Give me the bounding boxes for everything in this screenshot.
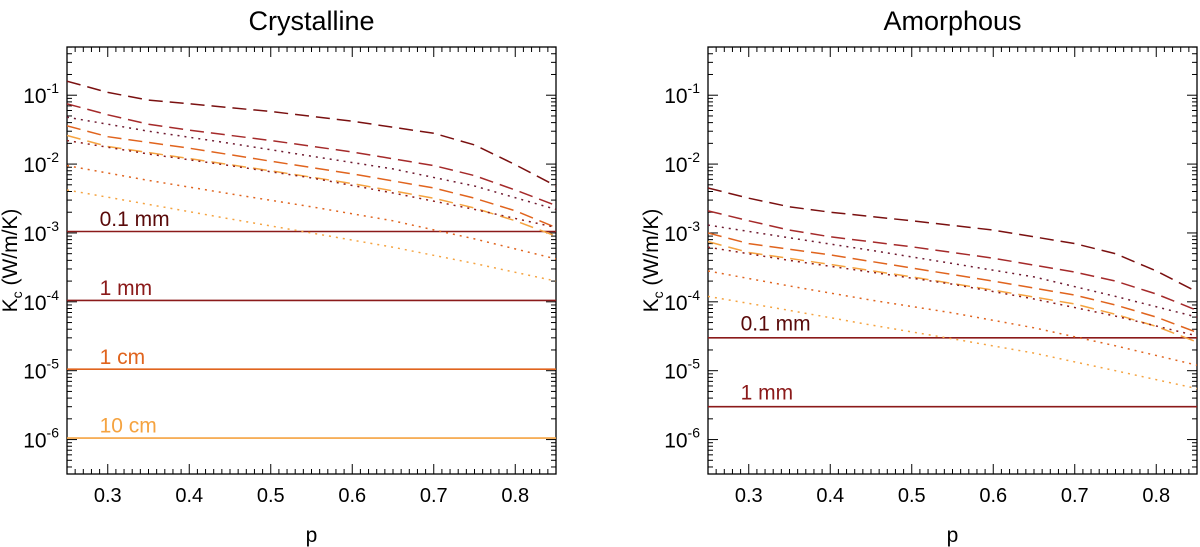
- x-tick-label: 0.3: [94, 485, 122, 507]
- y-tick-exponent: -4: [47, 287, 60, 303]
- y-tick-exponent: -4: [688, 287, 701, 303]
- series-line-longdash: [67, 80, 556, 187]
- plot-frame: [66, 46, 557, 475]
- y-tick-base: 10: [664, 430, 687, 453]
- y-tick-base: 10: [664, 154, 687, 177]
- y-tick-base: 10: [23, 292, 46, 315]
- x-axis-label: p: [947, 524, 959, 547]
- series-line-longdash: [708, 187, 1197, 293]
- chart-title: Amorphous: [883, 6, 1021, 36]
- y-tick-label: 10-1: [664, 80, 700, 108]
- y-axis-label-sub: c: [650, 291, 666, 298]
- series-line-dotted: [708, 270, 1197, 366]
- y-tick-label: 10-6: [23, 425, 59, 453]
- y-tick-base: 10: [23, 361, 46, 384]
- y-tick-base: 10: [23, 85, 46, 108]
- y-tick-exponent: -1: [47, 80, 60, 96]
- y-axis-label-units: (W/m/K): [0, 209, 22, 292]
- y-tick-label: 10-3: [23, 218, 59, 246]
- y-tick-label: 10-3: [664, 218, 700, 246]
- y-tick-exponent: -6: [47, 425, 60, 441]
- series-line-dotted: [67, 164, 556, 260]
- x-tick-label: 0.7: [420, 485, 448, 507]
- series-group: [67, 80, 556, 439]
- series-line-dotted: [708, 295, 1197, 390]
- plot-frame: [707, 46, 1198, 475]
- y-tick-base: 10: [23, 154, 46, 177]
- y-tick-exponent: -3: [688, 218, 701, 234]
- y-tick-label: 10-2: [664, 149, 700, 177]
- series-group: [708, 187, 1197, 408]
- y-tick-base: 10: [664, 85, 687, 108]
- x-tick-label: 0.6: [338, 485, 366, 507]
- x-tick-label: 0.7: [1061, 485, 1089, 507]
- x-tick-label: 0.8: [1142, 485, 1170, 507]
- y-axis-label: Kc (W/m/K): [640, 209, 666, 313]
- y-tick-exponent: -2: [47, 149, 60, 165]
- chart-title: Crystalline: [248, 6, 374, 36]
- y-axis-label-main: K: [640, 298, 663, 312]
- y-tick-base: 10: [664, 361, 687, 384]
- x-tick-label: 0.3: [735, 485, 763, 507]
- y-tick-base: 10: [664, 292, 687, 315]
- x-axis-label: p: [306, 524, 318, 547]
- y-tick-base: 10: [23, 223, 46, 246]
- x-tick-label: 0.4: [816, 485, 844, 507]
- x-tick-label: 0.4: [175, 485, 203, 507]
- y-axis-label-units: (W/m/K): [640, 209, 663, 292]
- y-tick-exponent: -5: [688, 356, 701, 372]
- y-tick-label: 10-5: [23, 356, 59, 384]
- x-tick-label: 0.8: [501, 485, 529, 507]
- series-line-dotted: [67, 116, 556, 211]
- y-tick-label: 10-4: [664, 287, 700, 315]
- size-annotation: 1 cm: [100, 346, 146, 369]
- y-tick-exponent: -2: [688, 149, 701, 165]
- y-tick-label: 10-2: [23, 149, 59, 177]
- series-line-longdash: [708, 210, 1197, 312]
- y-tick-exponent: -3: [47, 218, 60, 234]
- y-tick-exponent: -6: [688, 425, 701, 441]
- series-line-dotted: [67, 139, 556, 229]
- size-annotation: 1 mm: [100, 277, 153, 300]
- size-annotation: 0.1 mm: [741, 313, 811, 336]
- series-line-longdash: [708, 232, 1197, 334]
- y-tick-label: 10-6: [664, 425, 700, 453]
- series-line-longdash: [67, 103, 556, 207]
- size-annotation: 1 mm: [741, 382, 794, 405]
- y-tick-label: 10-1: [23, 80, 59, 108]
- x-tick-label: 0.5: [898, 485, 926, 507]
- series-line-longdash: [67, 134, 556, 237]
- series-line-dotted: [708, 224, 1197, 318]
- y-axis-label: Kc (W/m/K): [0, 209, 25, 313]
- y-tick-exponent: -5: [47, 356, 60, 372]
- y-tick-exponent: -1: [688, 80, 701, 96]
- series-line-dotted: [67, 189, 556, 282]
- y-tick-base: 10: [664, 223, 687, 246]
- y-axis-label-main: K: [0, 298, 22, 312]
- y-tick-label: 10-4: [23, 287, 59, 315]
- y-tick-base: 10: [23, 430, 46, 453]
- series-line-longdash: [67, 125, 556, 229]
- size-annotation: 0.1 mm: [100, 208, 170, 231]
- size-annotation: 10 cm: [100, 415, 157, 438]
- y-axis-label-sub: c: [9, 291, 25, 298]
- x-tick-label: 0.6: [979, 485, 1007, 507]
- series-line-dotted: [708, 246, 1197, 337]
- y-tick-label: 10-5: [664, 356, 700, 384]
- x-tick-label: 0.5: [257, 485, 285, 507]
